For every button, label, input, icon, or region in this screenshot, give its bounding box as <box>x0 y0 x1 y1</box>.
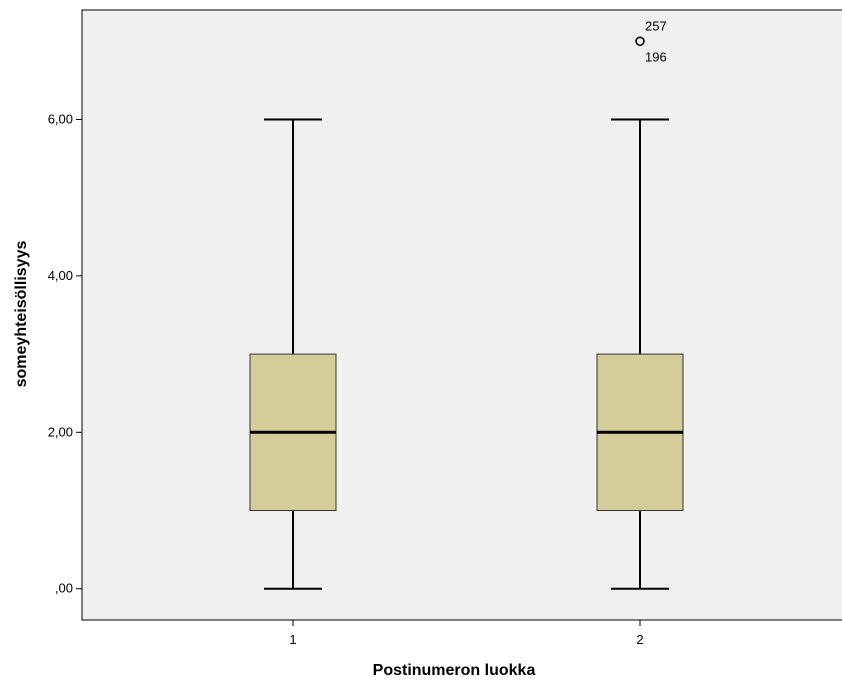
outlier-marker <box>635 36 645 47</box>
y-tick-label: 6,00 <box>48 111 73 126</box>
y-tick-label: ,00 <box>55 581 73 596</box>
plot-area <box>81 9 842 621</box>
x-axis-title: Postinumeron luokka <box>373 662 536 679</box>
outlier-label: 196 <box>645 49 667 64</box>
box-group <box>249 118 337 590</box>
y-tick-label: 2,00 <box>48 424 73 439</box>
boxes-layer: 257 196 <box>249 18 684 590</box>
x-tick-label: 2 <box>636 632 643 647</box>
x-tick-label: 1 <box>289 632 296 647</box>
y-tick-label: 4,00 <box>48 268 73 283</box>
outlier-label: 257 <box>645 18 667 33</box>
y-axis: ,00 2,00 4,00 6,00 <box>48 111 82 596</box>
box-group: 257 196 <box>596 18 684 590</box>
y-axis-title: someyhteisöllisyys <box>13 241 30 388</box>
